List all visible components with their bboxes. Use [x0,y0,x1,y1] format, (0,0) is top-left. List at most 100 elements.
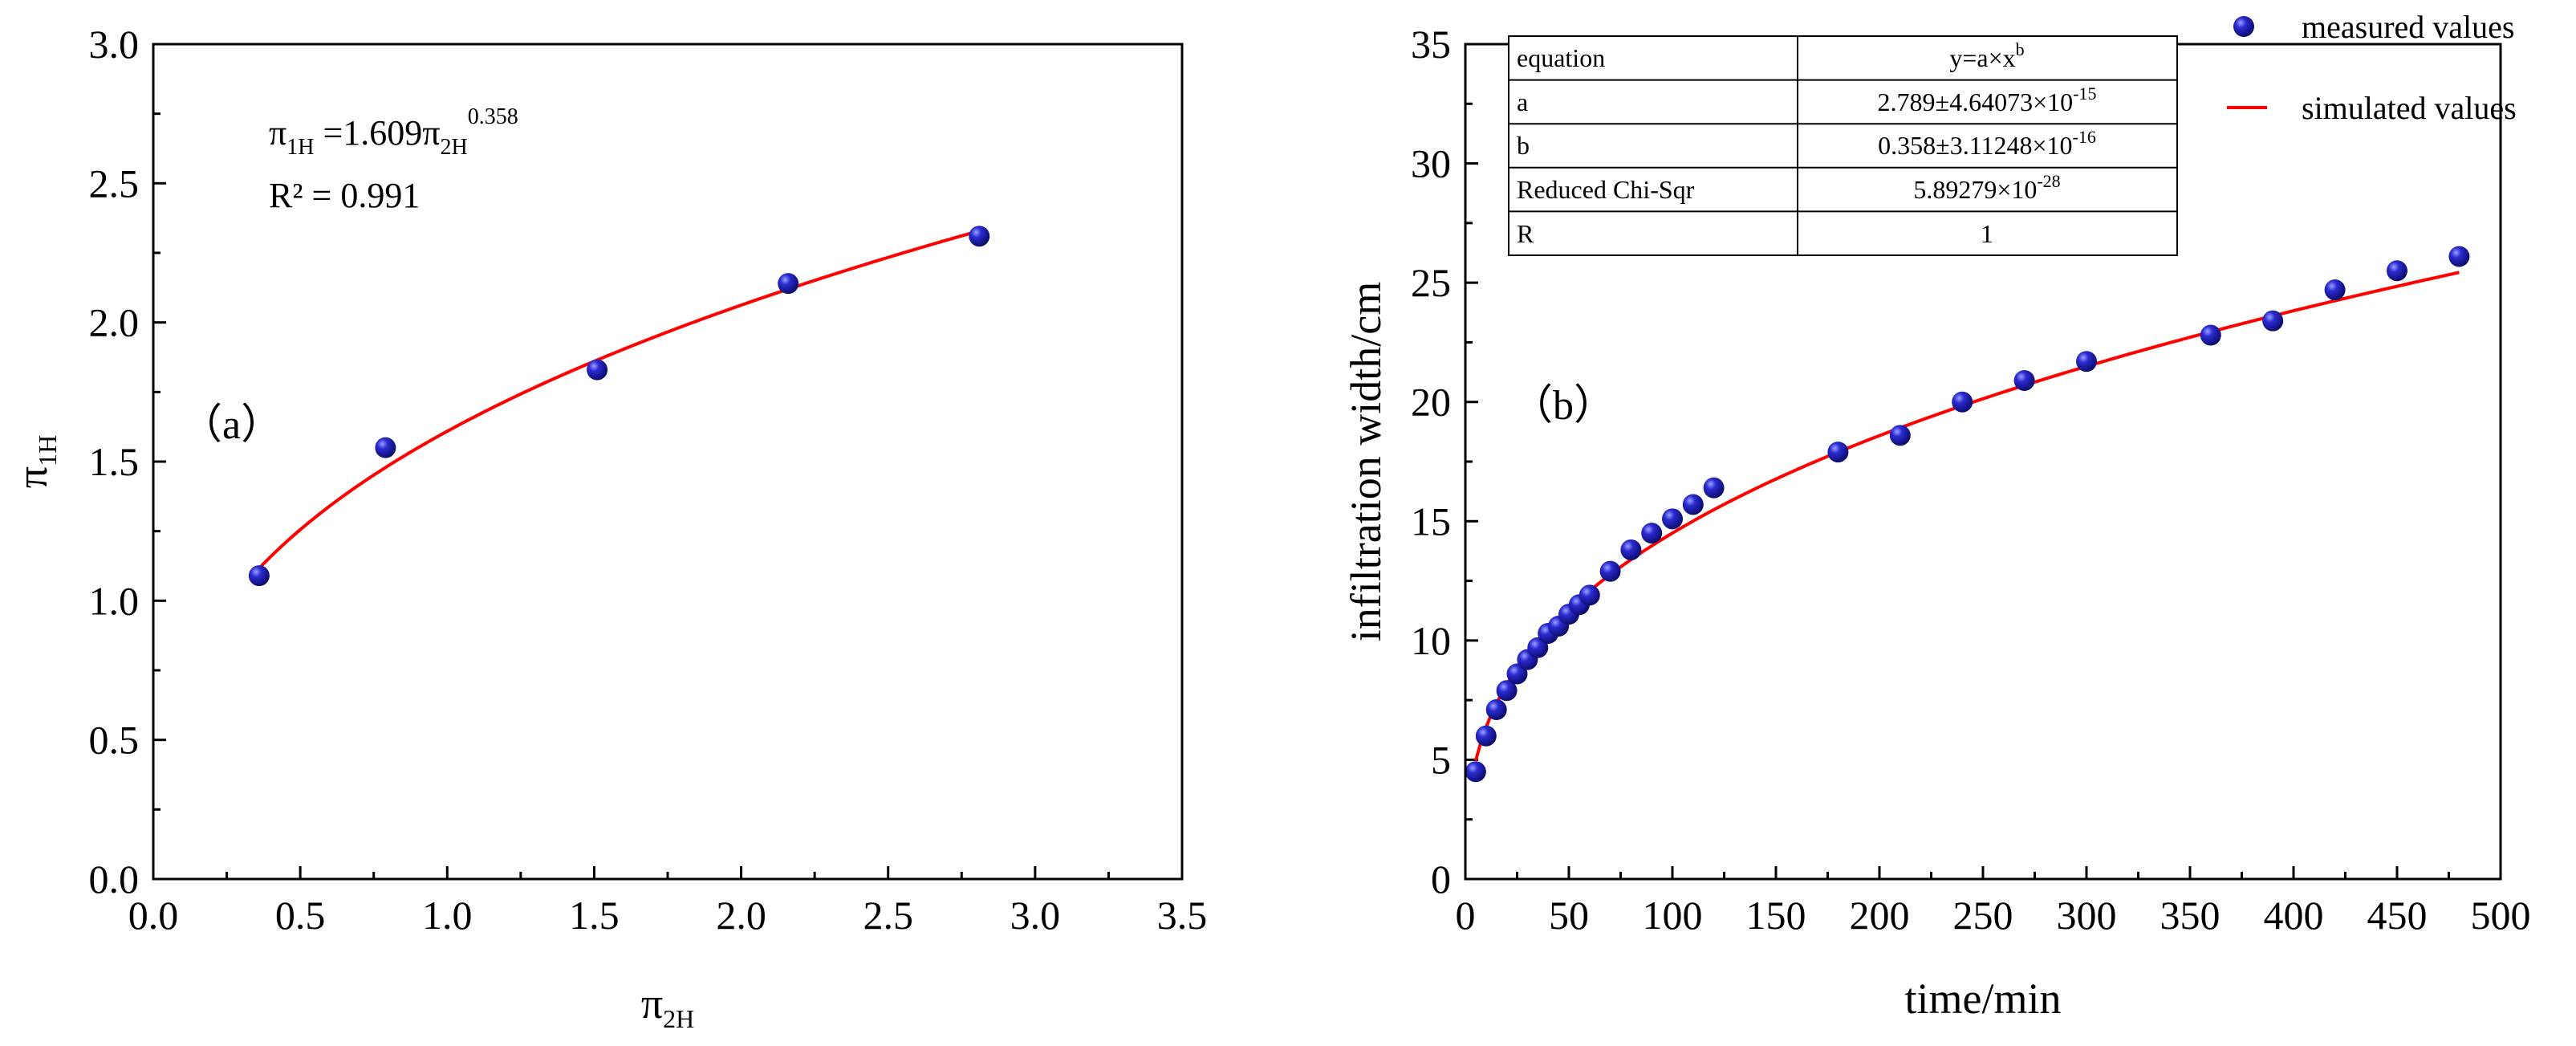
x-tick-label: 1.0 [422,893,473,938]
eq-exponent: 0.358 [468,104,518,129]
y-tick-label: 0 [1431,857,1451,902]
fit-curve [258,229,980,570]
y-tick-label: 10 [1411,618,1451,663]
data-point [1827,442,1849,463]
x-tick-label: 2.0 [716,893,766,938]
chart-b-fit-layer [1473,271,2460,762]
data-point [587,359,608,381]
chart-b-legend: measured values simulated values [2227,9,2517,126]
eq-rhs-sub: 2H [440,135,467,160]
x-tick-label: 300 [2057,893,2117,938]
x-tick-label: 0.5 [275,893,326,938]
x-title-main: π [641,979,663,1028]
y-tick-label: 1.0 [89,578,140,623]
table-value-main: 5.89279×10 [1913,175,2037,204]
x-tick-label: 250 [1953,893,2013,938]
x-tick-label: 0.0 [128,893,179,938]
table-row-label: R [1517,219,1534,248]
x-tick-label: 3.0 [1010,893,1061,938]
legend-marker-measured [2233,16,2254,37]
x-tick-label: 1.5 [569,893,620,938]
data-point [2324,279,2346,301]
y-tick-label: 2.0 [89,300,140,345]
x-tick-label: 200 [1850,893,1910,938]
y-tick-label: 15 [1411,499,1451,543]
data-point [1620,539,1642,560]
legend-label-measured: measured values [2302,9,2514,45]
chart-a-points [248,226,990,587]
table-value-main: 0.358±3.11248×10 [1878,131,2072,160]
table-row-label: b [1517,131,1530,160]
x-tick-label: 400 [2264,893,2324,938]
chart-b-panel-label: （b） [1511,383,1615,429]
y-tick-label: 5 [1431,737,1451,782]
data-point [2387,260,2407,282]
table-row-value: y=a×xb [1949,39,2024,72]
chart-a-r2: R² = 0.991 [269,176,420,215]
data-point [1641,523,1663,544]
y-tick-label: 0.0 [89,857,140,902]
data-point [778,273,799,295]
y-tick-label: 3.0 [89,22,140,67]
table-row-value: 2.789±4.64073×10-15 [1878,83,2097,116]
table-row-label: Reduced Chi-Sqr [1517,175,1695,204]
chart-a-plot-frame [152,43,1184,881]
chart-a-equation: π1H =1.609π2H0.358 [269,104,518,160]
fit-stats-table: equation a b Reduced Chi-Sqr R y=a×xb 2.… [1508,35,2178,256]
x-tick-label: 100 [1643,893,1703,938]
chart-panel-b: 0 50 100 150 200 250 300 350 400 450 500 0 5 10 15 20 25… [1342,9,2531,1023]
data-point [1889,425,1911,446]
chart-b-y-title: infiltration width/cm [1342,282,1390,641]
data-point [1475,725,1497,747]
chart-a-y-title: π1H [8,435,62,488]
x-tick-label: 500 [2471,893,2531,938]
y-title-main: π [8,466,56,488]
data-point [1952,391,1973,413]
data-point [2076,351,2097,372]
data-point [1527,637,1549,658]
eq-coef: =1.609π [314,113,440,153]
eq-lhs-sub: 1H [286,135,314,160]
data-point [1485,699,1507,721]
x-tick-label: 50 [1549,893,1589,938]
table-row-value: 0.358±3.11248×10-16 [1878,127,2096,160]
x-tick-label: 350 [2160,893,2220,938]
data-point [1682,494,1704,515]
table-value-sup: -28 [2037,171,2060,191]
data-point [2262,310,2284,332]
data-point [1579,584,1600,606]
y-tick-label: 35 [1411,22,1451,67]
fit-curve [1473,271,2460,762]
table-value-main: y=a×x [1949,43,2015,72]
table-row-value: 1 [1981,219,1993,248]
data-point [2200,324,2221,346]
y-tick-label: 2.5 [89,161,140,206]
y-tick-label: 30 [1411,141,1451,186]
y-tick-label: 25 [1411,260,1451,305]
data-point [2448,246,2470,267]
chart-a-panel-label: （a） [181,402,282,448]
data-point [1599,560,1621,582]
chart-b-ticks: 0 50 100 150 200 250 300 350 400 450 500 0 5 10 15 20 25… [1411,22,2531,938]
data-point [2013,369,2035,391]
chart-panel-a: 0.0 0.5 1.0 1.5 2.0 2.5 3.0 3.5 0.0 0.5 1.0 1.5 2.0 2… [8,22,1207,1033]
table-value-sup: -15 [2073,83,2096,104]
data-point [1662,508,1683,530]
x-tick-label: 150 [1746,893,1806,938]
table-value-main: 1 [1981,219,1993,248]
x-tick-label: 3.5 [1157,893,1208,938]
x-tick-label: 450 [2367,893,2428,938]
data-point [1506,663,1528,685]
y-tick-label: 20 [1411,380,1451,425]
data-point [969,226,990,247]
table-row-label: a [1517,88,1528,116]
chart-a-x-title: π2H [641,979,694,1033]
table-row-label: equation [1517,43,1605,72]
fit-stats-table-border [1508,35,2178,256]
table-value-sup: -16 [2073,127,2096,147]
chart-a-fit-layer [258,229,980,570]
chart-b-x-title: time/min [1905,975,2062,1023]
chart-b-points [1465,246,2470,783]
y-tick-label: 1.5 [89,439,140,484]
